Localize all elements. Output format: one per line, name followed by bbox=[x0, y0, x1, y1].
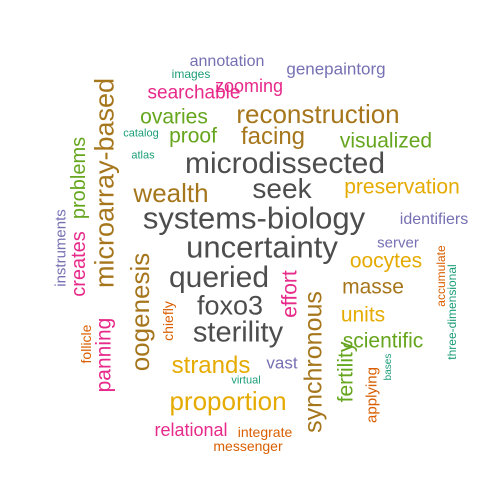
word-searchable: searchable bbox=[147, 82, 241, 104]
word-strands: strands bbox=[171, 352, 251, 379]
word-integrate: integrate bbox=[237, 424, 293, 440]
word-seek: seek bbox=[252, 173, 312, 204]
word-applying: applying bbox=[363, 367, 381, 423]
word-virtual: virtual bbox=[231, 374, 261, 387]
word-atlas: atlas bbox=[131, 149, 155, 162]
word-vast: vast bbox=[266, 353, 298, 373]
word-server: server bbox=[377, 234, 419, 252]
word-wealth: wealth bbox=[133, 178, 209, 208]
word-foxo3: foxo3 bbox=[196, 290, 264, 321]
word-identifiers: identifiers bbox=[399, 211, 469, 228]
word-catalog: catalog bbox=[123, 127, 159, 140]
word-genepaintorg: genepaintorg bbox=[286, 59, 386, 79]
word-messenger: messenger bbox=[213, 438, 283, 454]
word-panning: panning bbox=[92, 317, 116, 393]
word-images: images bbox=[171, 67, 211, 81]
word-instruments: instruments bbox=[52, 209, 70, 287]
word-uncertainty: uncertainty bbox=[186, 229, 338, 265]
word-preservation: preservation bbox=[344, 175, 460, 199]
word-masse: masse bbox=[342, 275, 404, 299]
word-systems-biology: systems-biology bbox=[142, 200, 366, 236]
word-zooming: zooming bbox=[214, 76, 284, 96]
word-relational: relational bbox=[154, 420, 228, 440]
word-synchronous: synchronous bbox=[299, 291, 328, 433]
word-reconstruction: reconstruction bbox=[236, 99, 400, 129]
word-effort: effort bbox=[278, 270, 302, 318]
word-fertility: fertility bbox=[334, 341, 358, 403]
word-three-dimensional: three-dimensional bbox=[445, 264, 459, 360]
word-oocytes: oocytes bbox=[349, 249, 423, 273]
word-proportion: proportion bbox=[169, 386, 287, 416]
word-facing: facing bbox=[240, 123, 306, 150]
word-chiefly: chiefly bbox=[160, 301, 176, 341]
word-bases: bases bbox=[383, 353, 394, 381]
word-follicle: follicle bbox=[78, 324, 94, 364]
word-queried: queried bbox=[168, 261, 270, 294]
word-sterility: sterility bbox=[192, 316, 284, 349]
word-microarray-based: microarray-based bbox=[89, 77, 120, 289]
word-units: units bbox=[340, 303, 386, 327]
word-problems: problems bbox=[68, 136, 90, 220]
word-microdissected: microdissected bbox=[184, 147, 386, 180]
word-proof: proof bbox=[169, 124, 217, 148]
word-scientific: scientific bbox=[342, 329, 424, 353]
word-ovaries: ovaries bbox=[140, 105, 208, 129]
word-visualized: visualized bbox=[339, 129, 433, 153]
word-creates: creates bbox=[68, 231, 90, 297]
word-oogenesis: oogenesis bbox=[125, 252, 155, 372]
word-annotation: annotation bbox=[189, 53, 265, 70]
